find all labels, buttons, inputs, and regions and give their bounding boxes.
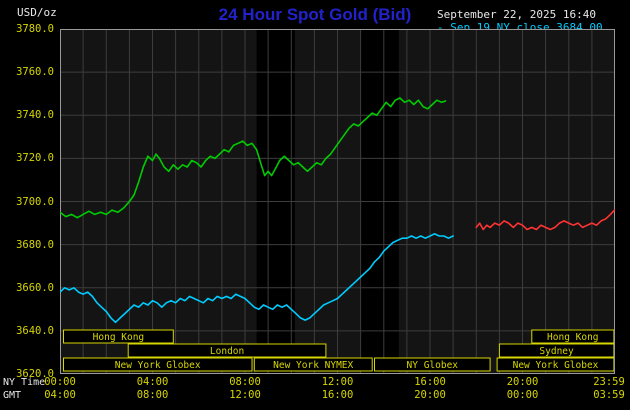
x-tick-label: 23:59 [593,376,625,388]
session-box [498,343,615,358]
ny-time-axis-label: NY Time [3,377,46,388]
session-label: New York NYMEX [273,360,353,371]
chart-datetime: September 22, 2025 16:40 [437,8,596,21]
y-tick-label: 3660.0 [16,281,54,294]
session-label: Hong Kong [93,332,144,343]
y-tick-label: 3620.0 [16,368,54,380]
series-line-0 [60,233,454,324]
x-tick-label: 00:00 [506,389,539,401]
session-box [253,357,373,372]
unit-label: USD/oz [17,6,57,19]
x-tick-label: 16:00 [414,376,446,388]
x-tick-label: 04:00 [136,376,169,388]
x-tick-label: 00:00 [44,376,76,388]
session-box [127,343,327,358]
y-tick-label: 3760.0 [16,66,54,79]
x-tick-label: 04:00 [44,389,76,401]
session-box [374,357,491,372]
series-line-2 [60,97,447,219]
x-tick-label: 12:00 [229,389,261,401]
x-tick-label: 20:00 [506,376,539,388]
session-label: Hong Kong [547,332,598,343]
x-tick-label: 08:00 [136,389,169,401]
x-tick-label: 16:00 [321,389,354,401]
y-tick-label: 3700.0 [16,195,54,208]
x-tick-label: 08:00 [229,376,261,388]
session-box [496,357,615,372]
session-label: New York Globex [513,360,599,371]
plot-border [60,29,615,374]
y-tick-label: 3680.0 [16,238,54,251]
x-tick-label: 03:59 [593,389,625,401]
session-label: NY Globex [407,360,459,371]
x-tick-label: 20:00 [414,389,446,401]
series-line-1 [475,209,615,231]
session-label: New York Globex [115,360,201,371]
session-box [63,357,253,372]
y-tick-label: 3720.0 [16,152,54,165]
y-tick-label: 3640.0 [16,324,54,337]
y-tick-label: 3740.0 [16,109,54,122]
session-label: London [210,346,244,357]
session-box [531,329,615,344]
x-tick-label: 12:00 [321,376,354,388]
y-tick-label: 3780.0 [16,23,54,35]
chart-title: 24 Hour Spot Gold (Bid) [218,5,412,24]
plot-area: Hong Kong Hong Kong London Sydney New York G… [60,29,615,374]
gmt-axis-label: GMT [3,390,22,401]
session-box [63,329,174,344]
session-label: Sydney [539,346,574,357]
